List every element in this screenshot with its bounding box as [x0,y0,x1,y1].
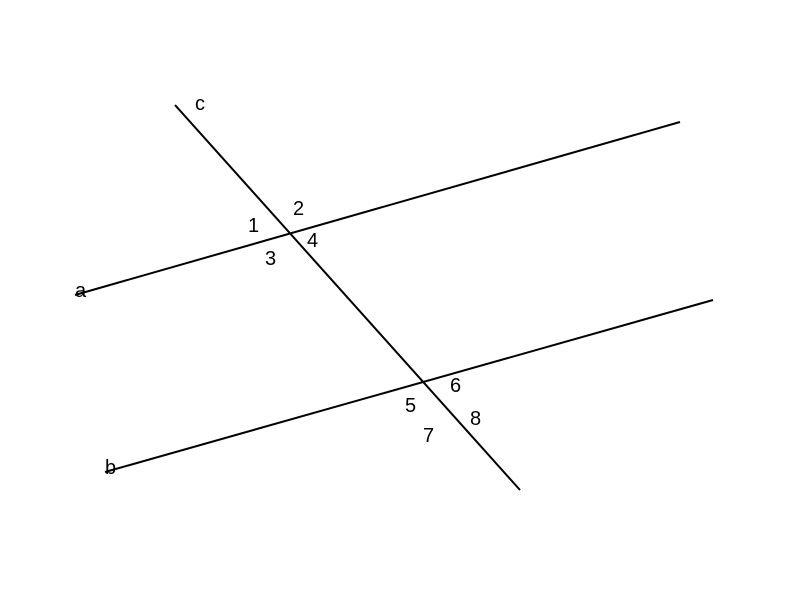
line-b [105,300,713,472]
line-label-a: a [75,280,86,303]
angle-label-3: 3 [265,248,276,271]
angle-label-7: 7 [423,425,434,448]
line-a [75,122,680,295]
angle-label-1: 1 [248,215,259,238]
angle-label-6: 6 [450,375,461,398]
geometry-diagram [0,0,800,600]
line-label-b: b [105,457,116,480]
line-label-c: c [195,93,205,116]
angle-label-4: 4 [307,230,318,253]
angle-label-8: 8 [470,408,481,431]
angle-label-5: 5 [405,395,416,418]
angle-label-2: 2 [293,198,304,221]
line-c [175,105,520,490]
